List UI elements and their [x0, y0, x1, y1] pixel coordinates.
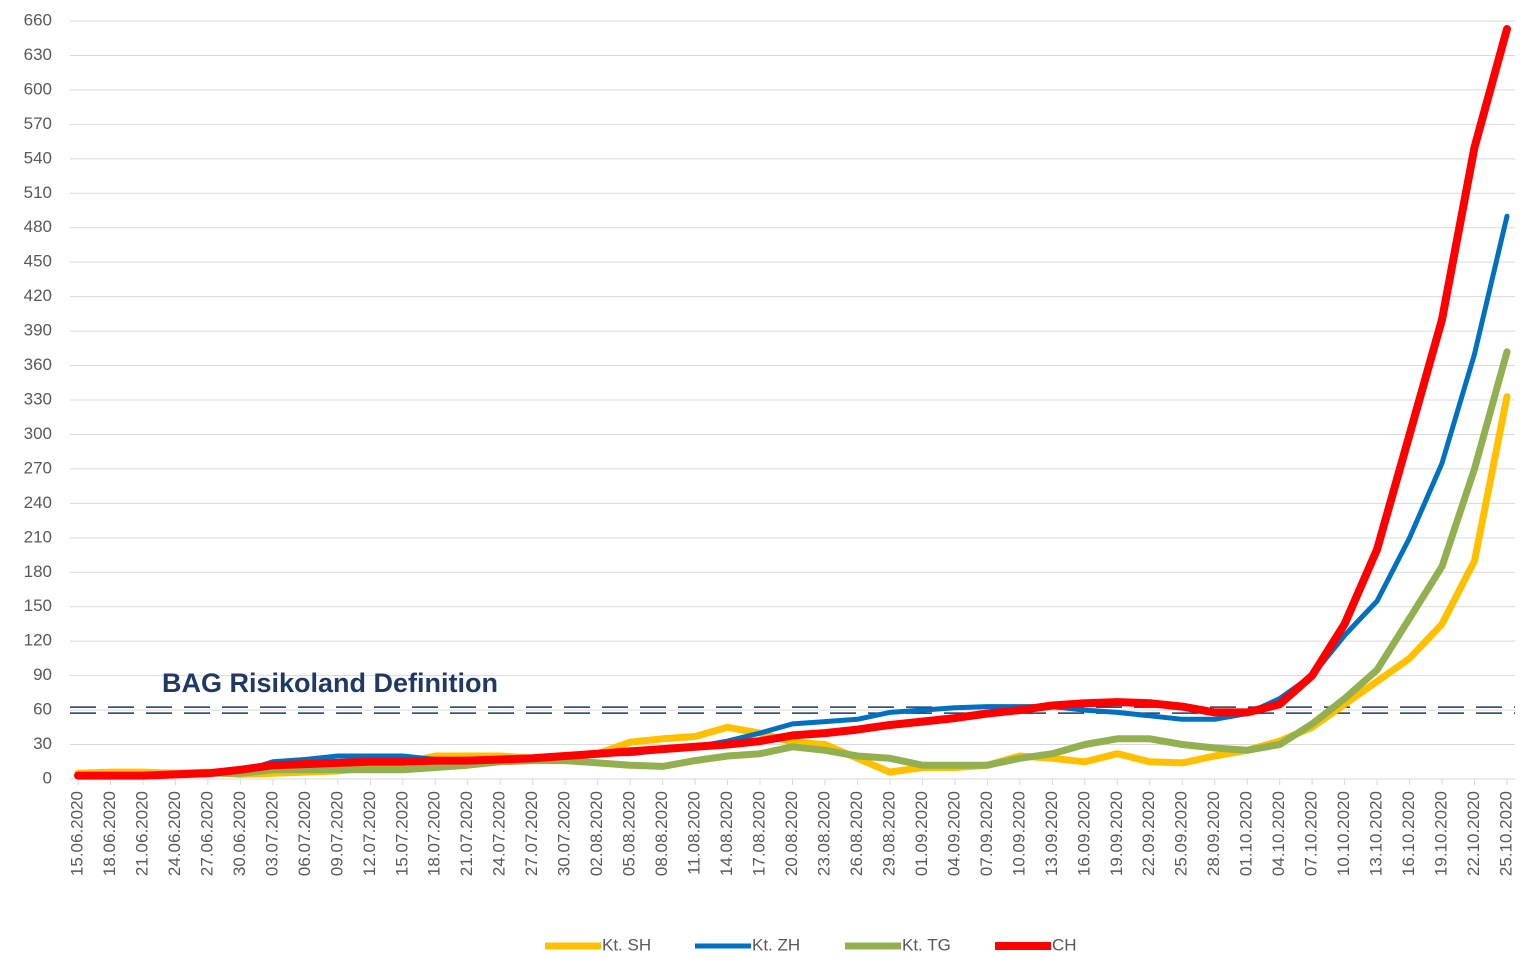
threshold-label: BAG Risikoland Definition	[162, 668, 498, 698]
x-tick-label: 13.09.2020	[1042, 791, 1061, 876]
x-tick-label: 27.07.2020	[522, 791, 541, 876]
y-tick-label: 60	[33, 700, 52, 719]
x-tick-label: 01.09.2020	[912, 791, 931, 876]
y-tick-label: 270	[24, 458, 52, 477]
x-tick-label: 30.07.2020	[555, 791, 574, 876]
y-tick-label: 660	[24, 10, 52, 29]
x-tick-label: 10.10.2020	[1334, 791, 1353, 876]
x-tick-label: 18.06.2020	[100, 791, 119, 876]
x-tick-label: 20.08.2020	[782, 791, 801, 876]
x-tick-label: 28.09.2020	[1204, 791, 1223, 876]
x-tick-label: 27.06.2020	[197, 791, 216, 876]
x-tick-label: 02.08.2020	[587, 791, 606, 876]
x-tick-label: 11.08.2020	[685, 791, 704, 875]
series-line	[74, 348, 1511, 780]
y-tick-label: 570	[24, 114, 52, 133]
x-tick-label: 30.06.2020	[230, 791, 249, 876]
x-tick-label: 16.09.2020	[1074, 791, 1093, 876]
y-tick-label: 0	[43, 768, 52, 787]
y-tick-label: 120	[24, 631, 52, 650]
x-tick-label: 23.08.2020	[814, 791, 833, 876]
x-tick-label: 15.07.2020	[392, 791, 411, 876]
x-tick-label: 21.07.2020	[457, 791, 476, 876]
x-tick-label: 14.08.2020	[717, 791, 736, 876]
x-tick-label: 10.09.2020	[1009, 791, 1028, 876]
y-tick-label: 240	[24, 493, 52, 512]
x-tick-label: 24.06.2020	[165, 791, 184, 876]
x-tick-label: 24.07.2020	[490, 791, 509, 876]
x-tick-label: 04.09.2020	[944, 791, 963, 876]
y-tick-label: 540	[24, 148, 52, 167]
x-tick-label: 03.07.2020	[262, 791, 281, 876]
x-tick-label: 18.07.2020	[425, 791, 444, 876]
x-tick-label: 16.10.2020	[1399, 791, 1418, 876]
y-tick-label: 330	[24, 389, 52, 408]
y-tick-label: 90	[33, 665, 52, 684]
x-tick-label: 15.06.2020	[67, 791, 86, 876]
x-tick-label: 07.09.2020	[977, 791, 996, 876]
y-tick-label: 360	[24, 355, 52, 374]
x-tick-label: 04.10.2020	[1269, 791, 1288, 876]
x-tick-label: 13.10.2020	[1367, 791, 1386, 876]
x-tick-label: 09.07.2020	[327, 791, 346, 876]
x-tick-label: 19.10.2020	[1432, 791, 1451, 876]
y-tick-label: 450	[24, 252, 52, 271]
y-tick-label: 480	[24, 217, 52, 236]
x-tick-label: 25.09.2020	[1172, 791, 1191, 876]
x-tick-label: 12.07.2020	[360, 791, 379, 876]
x-tick-label: 06.07.2020	[295, 791, 314, 876]
y-tick-label: 390	[24, 321, 52, 340]
series-line	[74, 393, 1511, 778]
x-tick-label: 01.10.2020	[1237, 791, 1256, 876]
x-tick-label: 19.09.2020	[1107, 791, 1126, 876]
legend-label: Kt. SH	[602, 935, 651, 954]
x-tick-label: 29.08.2020	[879, 791, 898, 876]
y-tick-label: 300	[24, 424, 52, 443]
x-tick-label: 17.08.2020	[750, 791, 769, 876]
y-tick-label: 210	[24, 527, 52, 546]
x-tick-label: 22.09.2020	[1139, 791, 1158, 876]
x-tick-label: 26.08.2020	[847, 791, 866, 876]
legend-label: Kt. TG	[902, 935, 951, 954]
x-tick-label: 22.10.2020	[1464, 791, 1483, 876]
y-tick-label: 510	[24, 183, 52, 202]
y-tick-label: 180	[24, 562, 52, 581]
y-tick-label: 30	[33, 734, 52, 753]
y-tick-label: 630	[24, 45, 52, 64]
x-tick-label: 21.06.2020	[132, 791, 151, 876]
y-tick-label: 150	[24, 596, 52, 615]
y-tick-label: 600	[24, 79, 52, 98]
legend-label: CH	[1052, 935, 1077, 954]
legend-label: Kt. ZH	[752, 935, 800, 954]
series-line	[74, 25, 1511, 780]
x-tick-label: 25.10.2020	[1496, 791, 1515, 876]
y-tick-label: 420	[24, 286, 52, 305]
x-tick-label: 07.10.2020	[1302, 791, 1321, 876]
x-tick-label: 08.08.2020	[652, 791, 671, 876]
x-tick-label: 05.08.2020	[620, 791, 639, 876]
